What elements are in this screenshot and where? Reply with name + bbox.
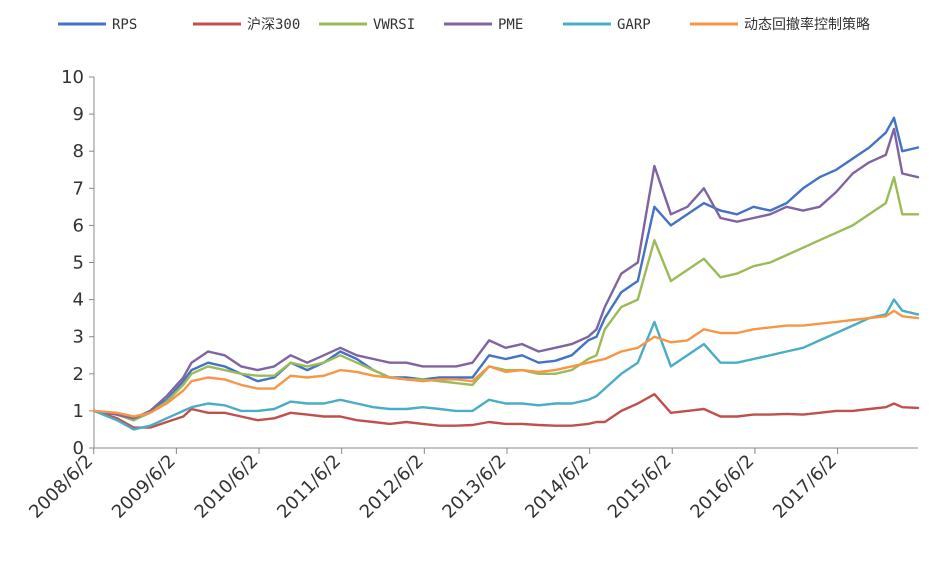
x-axis: 2008/6/2 2009/6/2 2010/6/2 2011/6/2 2012/6/2…: [25, 447, 918, 523]
y-tick-label-5: 5: [73, 253, 84, 274]
series-line-2: [92, 176, 920, 422]
series-line-4: [92, 298, 920, 431]
x-tick-label-9: 2017/6/2: [769, 451, 841, 523]
y-tick-label-8: 8: [73, 141, 84, 162]
legend-label-4: GARP: [617, 17, 651, 33]
y-tick-label-2: 2: [73, 364, 84, 385]
y-axis: 0 1 2 3 4 5 6 7 8 9 10: [61, 67, 95, 459]
x-tick-label-8: 2016/6/2: [686, 451, 758, 523]
y-tick-label-7: 7: [73, 178, 84, 199]
series-line-1: [92, 393, 920, 429]
legend-label-2: VWRSI: [373, 17, 415, 33]
y-tick-label-0: 0: [73, 438, 84, 459]
y-tick-label-3: 3: [73, 327, 84, 348]
x-tick-label-3: 2011/6/2: [273, 451, 345, 523]
x-tick-label-6: 2014/6/2: [521, 451, 593, 523]
y-tick-label-1: 1: [73, 401, 84, 422]
y-tick-label-10: 10: [61, 67, 84, 88]
x-tick-label-4: 2012/6/2: [356, 451, 428, 523]
series-line-3: [92, 127, 920, 420]
y-tick-label-9: 9: [73, 104, 84, 125]
y-tick-label-6: 6: [73, 215, 84, 236]
legend-label-0: RPS: [112, 17, 137, 33]
x-tick-label-5: 2013/6/2: [438, 451, 510, 523]
series-layer: [92, 116, 920, 431]
legend: RPS 沪深300 VWRSI PME GARP 动态回撤率控制策略: [58, 16, 870, 33]
x-tick-label-0: 2008/6/2: [25, 451, 97, 523]
legend-label-1: 沪深300: [247, 17, 300, 33]
y-tick-label-4: 4: [73, 290, 84, 311]
x-tick-label-2: 2010/6/2: [191, 451, 263, 523]
series-line-5: [92, 309, 920, 418]
series-line-0: [92, 116, 920, 422]
legend-label-3: PME: [498, 17, 523, 33]
x-tick-label-7: 2015/6/2: [604, 451, 676, 523]
x-tick-label-1: 2009/6/2: [108, 451, 180, 523]
legend-label-5: 动态回撤率控制策略: [744, 16, 870, 33]
